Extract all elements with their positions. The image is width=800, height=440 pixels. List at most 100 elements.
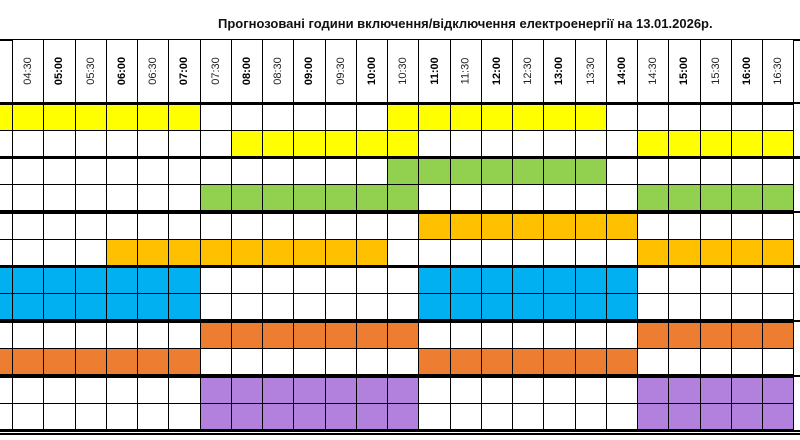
schedule-cell [480,322,513,349]
time-label: 10:30 [397,57,410,85]
time-header-cell: 11:00 [418,40,451,102]
schedule-cell [418,239,451,266]
schedule-cell [637,267,670,294]
schedule-cell [730,184,763,211]
schedule-cell [230,267,263,294]
schedule-cell [387,377,420,404]
schedule-cell [730,403,763,430]
time-header-cell: 13:00 [543,40,576,102]
time-label: 06:00 [115,56,128,86]
schedule-cell [543,377,576,404]
time-label: 16:00 [740,56,753,86]
schedule-cell [605,239,638,266]
schedule-cell [449,348,482,375]
schedule-cell [699,348,732,375]
grid-line [0,102,800,104]
schedule-cell [480,293,513,320]
schedule-cell [730,348,763,375]
schedule-cell [699,184,732,211]
schedule-cell [199,130,232,157]
schedule-cell [480,267,513,294]
schedule-cell [137,158,170,185]
time-header-cell: 16:30 [762,40,795,102]
time-header-cell: 12:30 [512,40,545,102]
schedule-cell [230,213,263,240]
schedule-cell [418,322,451,349]
schedule-cell [480,213,513,240]
schedule-cell [355,158,388,185]
schedule-cell [668,184,701,211]
schedule-cell [293,403,326,430]
schedule-cell [637,293,670,320]
time-header-cell: 05:00 [43,40,76,102]
schedule-cell [418,104,451,131]
schedule-cell [74,184,107,211]
schedule-cell [418,293,451,320]
schedule-cell [74,348,107,375]
time-header-cell: 10:00 [355,40,388,102]
schedule-cell [12,239,45,266]
schedule-cell [230,293,263,320]
schedule-cell [480,104,513,131]
schedule-cell [74,377,107,404]
time-label: 05:30 [84,57,97,85]
schedule-cell [668,267,701,294]
schedule-cell [137,377,170,404]
schedule-cell [668,293,701,320]
schedule-cell [387,293,420,320]
schedule-cell [480,184,513,211]
schedule-cell [230,322,263,349]
schedule-cell [762,403,795,430]
grid-line [0,433,800,435]
schedule-cell [355,213,388,240]
schedule-cell [199,184,232,211]
schedule-cell [668,377,701,404]
schedule-cell [324,239,357,266]
schedule-cell [762,213,795,240]
schedule-cell [512,293,545,320]
schedule-cell [730,267,763,294]
schedule-cell [12,267,45,294]
schedule-cell [12,322,45,349]
schedule-cell [105,348,138,375]
schedule-cell [543,267,576,294]
schedule-cell [324,348,357,375]
schedule-cell [355,403,388,430]
schedule-cell [293,158,326,185]
schedule-cell [512,322,545,349]
time-label: 07:00 [178,56,191,86]
schedule-cell [355,267,388,294]
schedule-cell [574,322,607,349]
schedule-cell [605,293,638,320]
schedule-cell [12,130,45,157]
schedule-cell [387,267,420,294]
time-label: 13:00 [553,56,566,86]
schedule-cell [168,403,201,430]
schedule-cell [762,104,795,131]
schedule-cell [668,322,701,349]
schedule-cell [418,213,451,240]
schedule-cell [324,267,357,294]
schedule-cell [730,377,763,404]
schedule-cell [668,403,701,430]
time-header-cell: 15:30 [699,40,732,102]
schedule-cell [512,403,545,430]
schedule-cell [418,158,451,185]
schedule-cell [199,293,232,320]
schedule-cell [543,293,576,320]
schedule-cell [262,130,295,157]
time-label: 16:30 [772,57,785,85]
schedule-cell [199,267,232,294]
schedule-cell [543,213,576,240]
schedule-cell [293,213,326,240]
schedule-cell [762,293,795,320]
schedule-cell [762,348,795,375]
schedule-cell [262,158,295,185]
schedule-cell [355,322,388,349]
schedule-cell [355,130,388,157]
schedule-cell [762,322,795,349]
time-header-cell: 07:00 [168,40,201,102]
time-header-cell: 13:30 [574,40,607,102]
schedule-cell [762,130,795,157]
